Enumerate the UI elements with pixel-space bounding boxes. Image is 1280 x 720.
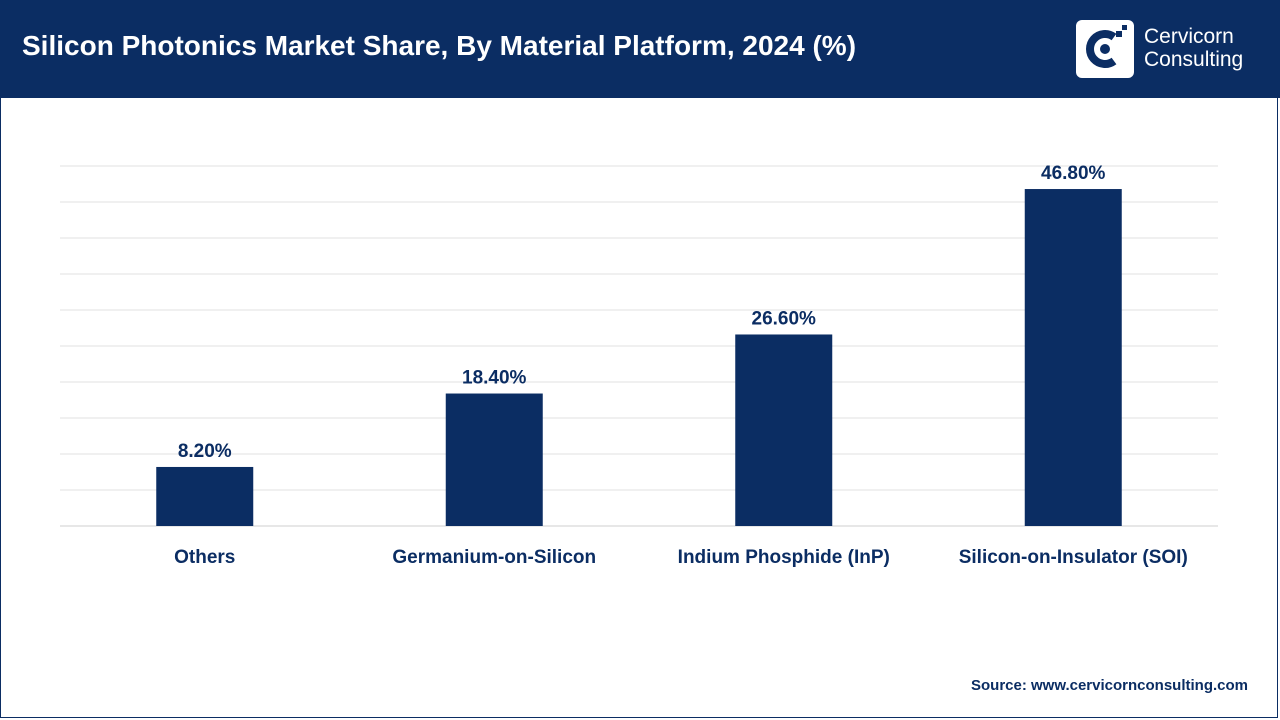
logo-line-2: Consulting: [1144, 48, 1244, 71]
x-tick-label: Silicon-on-Insulator (SOI): [959, 547, 1188, 568]
data-label: 26.60%: [752, 308, 817, 329]
logo-line-1: Cervicorn: [1144, 25, 1234, 48]
bar: [156, 466, 254, 526]
bar: [735, 334, 833, 526]
x-tick-label: Others: [174, 547, 235, 568]
bar: [445, 393, 543, 526]
logo-icon: [1076, 20, 1134, 78]
bar: [1024, 189, 1122, 526]
source-note: Source: www.cervicornconsulting.com: [970, 677, 1248, 694]
data-label: 8.20%: [178, 441, 232, 462]
chart-title: Silicon Photonics Market Share, By Mater…: [22, 30, 857, 61]
data-label: 46.80%: [1041, 163, 1106, 184]
bar-chart: 8.20% Others 18.40% Germanium-on-Silicon 26.…: [60, 163, 1218, 568]
data-label: 18.40%: [462, 368, 527, 389]
brand-logo: Cervicorn Consulting: [1076, 20, 1266, 78]
x-tick-label: Germanium-on-Silicon: [392, 547, 596, 568]
x-tick-label: Indium Phosphide (InP): [678, 547, 890, 568]
logo-text: Cervicorn Consulting: [1144, 25, 1243, 71]
header-bar: Silicon Photonics Market Share, By Mater…: [0, 0, 1280, 98]
